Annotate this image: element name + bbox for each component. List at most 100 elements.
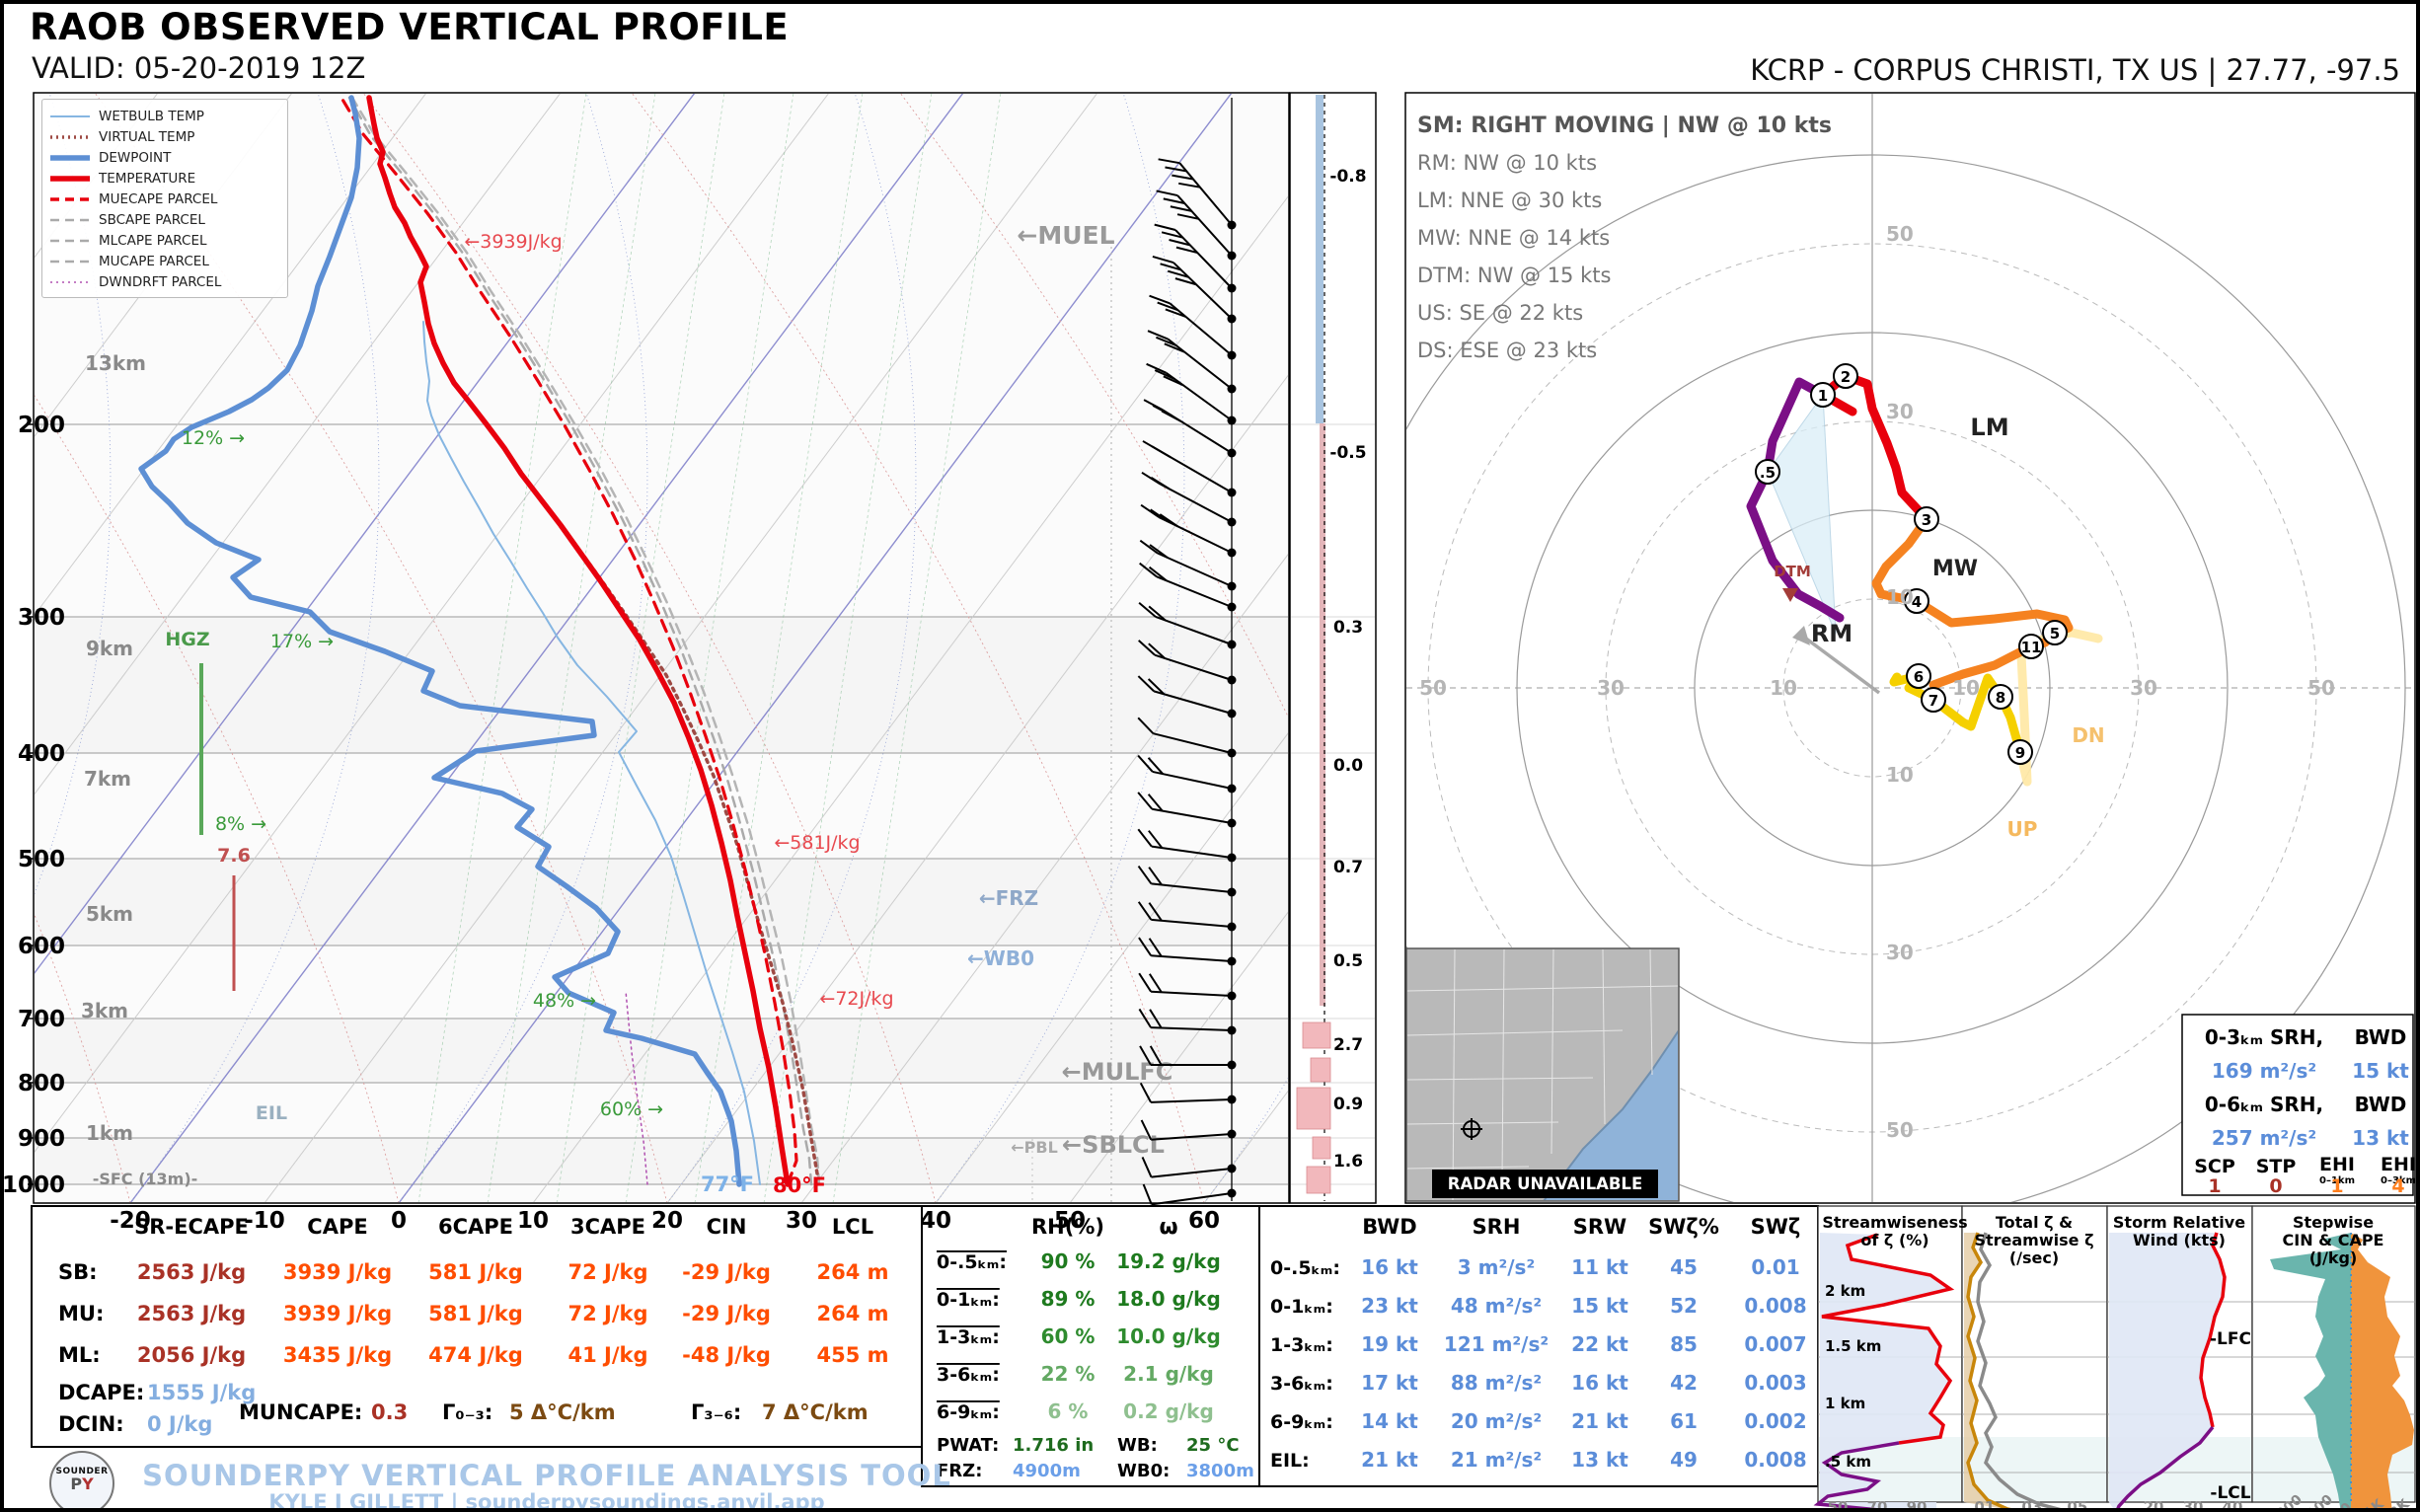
srh-box-value: 169 m²/s² — [2212, 1059, 2316, 1083]
rh-header: RH(%) — [1031, 1215, 1104, 1239]
hodo-ring-label: 10 — [1952, 676, 1980, 700]
temp-axis-label: 60 — [1188, 1208, 1220, 1234]
wb0-label: WB0: — [1117, 1461, 1170, 1481]
muecape-parcel-line — [340, 96, 798, 1186]
shear-value: 19 kt — [1361, 1332, 1418, 1356]
thermo-row-label: ML: — [58, 1343, 101, 1367]
height-label: -SFC (13m)- — [93, 1170, 198, 1188]
legend-item-label: MUCAPE PARCEL — [99, 253, 209, 269]
wind-barb — [1154, 223, 1237, 293]
thermo-box — [31, 1205, 923, 1448]
hodo-marker-label: 4 — [1912, 593, 1922, 611]
thermo-value: 581 J/kg — [428, 1260, 523, 1284]
credit-line-2: KYLE J GILLETT | sounderpysoundings.anvi… — [268, 1490, 825, 1512]
shear-value: 23 kt — [1361, 1294, 1418, 1318]
storm-motion-line: LM: NNE @ 30 kts — [1417, 189, 1602, 212]
sounderpy-logo: SOUNDER PY — [49, 1451, 114, 1508]
wind-barb — [1142, 440, 1237, 497]
muncape-value: 0.3 — [371, 1400, 408, 1424]
wind-barb — [1138, 937, 1237, 966]
hodo-height-marker: 4 — [1904, 588, 1929, 614]
srh-box-text: BWD — [2355, 1025, 2407, 1049]
logo-text-top: SOUNDER — [55, 1467, 109, 1476]
mixing-ratio-value: 0.2 g/kg — [1123, 1399, 1214, 1423]
omega-value: 2.7 — [1333, 1035, 1363, 1055]
thermo-header: SR-ECAPE — [134, 1215, 249, 1239]
thermo-value: 3939 J/kg — [283, 1302, 392, 1325]
stp-value: 0 — [2269, 1175, 2282, 1197]
skewt-annotation: ←MUEL — [1017, 221, 1114, 250]
hodo-trace-3-6km — [1871, 514, 2074, 690]
mixing-ratio-value: 10.0 g/kg — [1116, 1324, 1221, 1348]
dcape-label: DCAPE: — [58, 1381, 144, 1404]
hodo-height-marker: 5 — [2042, 620, 2068, 645]
thermo-header: CAPE — [307, 1215, 367, 1239]
skewt-annotation: 12% → — [182, 427, 245, 449]
thermo-value: -29 J/kg — [682, 1260, 771, 1284]
skewt-annotation: ←MULFC — [1062, 1058, 1173, 1086]
shear-header: SRH — [1473, 1215, 1521, 1239]
wind-barb — [1138, 640, 1237, 685]
shear-value: 22 kt — [1571, 1332, 1628, 1356]
pwat-value: 1.716 in — [1013, 1435, 1094, 1456]
mini-panel-tick: 40 — [2223, 1498, 2243, 1512]
thermo-value: 3435 J/kg — [283, 1343, 392, 1367]
lcl-label: -LCL — [2210, 1483, 2250, 1503]
frz-label: FRZ: — [937, 1461, 982, 1481]
mini-panel-title: Stepwise — [2293, 1213, 2374, 1232]
rh-box — [921, 1205, 1260, 1487]
wind-barb — [1141, 1157, 1237, 1178]
skewt-annotation: 7.6 — [217, 845, 251, 867]
legend-item: VIRTUAL TEMP — [50, 126, 279, 147]
wind-barb — [1137, 866, 1237, 897]
wb-label: WB: — [1117, 1435, 1158, 1456]
omega-value: -0.8 — [1329, 167, 1366, 187]
skewt-annotation: ←581J/kg — [774, 832, 860, 854]
downdraft-parcel-line — [625, 990, 648, 1185]
legend-item-label: TEMPERATURE — [99, 170, 196, 187]
skewt-background — [35, 94, 1288, 1202]
hodo-height-marker: .5 — [1755, 459, 1780, 485]
shear-value: 21 kt — [1361, 1448, 1418, 1472]
pressure-label: 800 — [18, 1071, 65, 1096]
rm-vector — [1800, 634, 1881, 695]
wind-barb — [1137, 901, 1237, 932]
skewt-annotation: ←72J/kg — [819, 988, 893, 1010]
shear-row-label: 1-3ₖₘ: — [1270, 1334, 1333, 1356]
srh-box-header: STP — [2256, 1156, 2297, 1177]
thermo-header: 6CAPE — [438, 1215, 513, 1239]
skewt-annotation: ←PBL — [1011, 1138, 1058, 1157]
hodo-label: RM — [1811, 620, 1853, 647]
thermo-row-label: MU: — [58, 1302, 104, 1325]
srh-box-header: EHI — [2319, 1154, 2355, 1175]
legend-item: TEMPERATURE — [50, 168, 279, 189]
hodo-height-marker: 3 — [1914, 506, 1939, 532]
legend-item-label: MUECAPE PARCEL — [99, 190, 218, 207]
rh-row-label: 3-6ₖₘ: — [937, 1364, 1000, 1386]
srh-box-text: 0-3ₖₘ SRH, — [2205, 1025, 2323, 1049]
srh-box-text: 0-6ₖₘ SRH, — [2205, 1093, 2323, 1116]
skewt-annotation: 8% → — [215, 813, 266, 835]
gamma36-value: 7 Δ°C/km — [762, 1400, 869, 1424]
omega-value: 1.6 — [1333, 1152, 1363, 1172]
legend-item-label: DEWPOINT — [99, 149, 172, 166]
hodo-marker-label: 1 — [1818, 387, 1828, 405]
shear-value: 0.008 — [1744, 1294, 1806, 1318]
wind-barb — [1143, 399, 1237, 458]
skewt-profiles — [138, 95, 821, 1187]
dtm-marker — [1782, 588, 1798, 602]
shear-value: 20 m²/s² — [1451, 1409, 1542, 1433]
valid-time: VALID: 05-20-2019 12Z — [32, 51, 366, 85]
shear-value: 121 m²/s² — [1444, 1332, 1549, 1356]
shear-value: 52 — [1670, 1294, 1698, 1318]
stepwise-cape-fill — [2351, 1233, 2414, 1508]
shear-header: BWD — [1362, 1215, 1416, 1239]
omega-bar — [1306, 1166, 1331, 1194]
temp-axis-label: 30 — [786, 1208, 817, 1234]
legend-item: MLCAPE PARCEL — [50, 230, 279, 251]
omega-header: ω — [1159, 1215, 1177, 1240]
hodo-height-marker: 6 — [1906, 663, 1931, 689]
wind-barb — [1137, 792, 1237, 828]
mini-panel-title: Streamwiseness — [1822, 1213, 1967, 1232]
